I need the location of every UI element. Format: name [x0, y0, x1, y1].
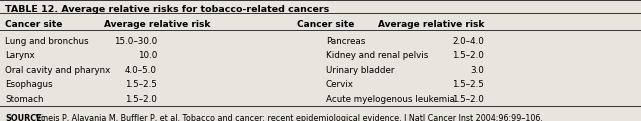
Text: Pancreas: Pancreas	[326, 37, 365, 46]
Text: Lung and bronchus: Lung and bronchus	[5, 37, 88, 46]
Text: SOURCE:: SOURCE:	[5, 114, 45, 121]
Text: Kidney and renal pelvis: Kidney and renal pelvis	[326, 51, 428, 60]
Text: Acute myelogenous leukemia: Acute myelogenous leukemia	[326, 95, 454, 104]
Text: Average relative risk: Average relative risk	[378, 20, 484, 29]
Text: 1.5–2.5: 1.5–2.5	[125, 80, 157, 89]
Text: 1.5–2.0: 1.5–2.0	[125, 95, 157, 104]
Text: Cervix: Cervix	[326, 80, 353, 89]
Text: Cancer site: Cancer site	[5, 20, 63, 29]
Text: Oral cavity and pharynx: Oral cavity and pharynx	[5, 66, 110, 75]
Text: 2.0–4.0: 2.0–4.0	[452, 37, 484, 46]
Text: 3.0: 3.0	[470, 66, 484, 75]
Text: 1.5–2.0: 1.5–2.0	[452, 51, 484, 60]
Text: 4.0–5.0: 4.0–5.0	[125, 66, 157, 75]
Text: 15.0–30.0: 15.0–30.0	[114, 37, 157, 46]
Text: Urinary bladder: Urinary bladder	[326, 66, 394, 75]
Text: TABLE 12. Average relative risks for tobacco-related cancers: TABLE 12. Average relative risks for tob…	[5, 5, 329, 14]
Text: Cancer site: Cancer site	[297, 20, 354, 29]
Text: Esophagus: Esophagus	[5, 80, 53, 89]
Text: 10.0: 10.0	[138, 51, 157, 60]
Text: Vineis P, Alavanja M, Buffler P, et al. Tobacco and cancer: recent epidemiologic: Vineis P, Alavanja M, Buffler P, et al. …	[33, 114, 543, 121]
Text: 1.5–2.5: 1.5–2.5	[452, 80, 484, 89]
Text: Average relative risk: Average relative risk	[104, 20, 210, 29]
Text: Larynx: Larynx	[5, 51, 35, 60]
Text: Stomach: Stomach	[5, 95, 44, 104]
Text: 1.5–2.0: 1.5–2.0	[452, 95, 484, 104]
